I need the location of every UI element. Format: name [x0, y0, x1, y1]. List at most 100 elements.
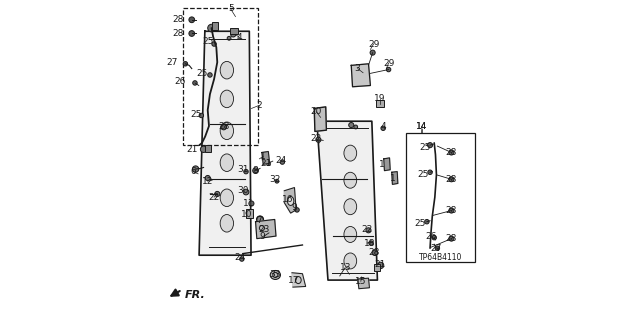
Circle shape	[381, 126, 385, 130]
Ellipse shape	[344, 253, 356, 269]
Text: 5: 5	[228, 4, 234, 13]
Ellipse shape	[220, 189, 234, 207]
Text: 22: 22	[209, 193, 220, 202]
Circle shape	[193, 166, 199, 172]
Text: 3: 3	[355, 64, 360, 73]
Text: 25: 25	[202, 37, 213, 46]
Text: 24: 24	[275, 156, 287, 165]
Circle shape	[227, 36, 231, 40]
Bar	[230, 28, 238, 34]
Text: 15: 15	[355, 277, 367, 286]
Text: 33: 33	[269, 270, 281, 279]
Circle shape	[424, 219, 429, 224]
Polygon shape	[199, 31, 251, 255]
Polygon shape	[284, 188, 296, 213]
Text: 20: 20	[310, 107, 322, 116]
Circle shape	[366, 228, 371, 233]
Text: 2: 2	[257, 101, 262, 110]
Ellipse shape	[220, 154, 234, 172]
Text: 13: 13	[340, 263, 351, 272]
Text: 25: 25	[420, 143, 431, 152]
Ellipse shape	[344, 199, 356, 215]
Text: 25: 25	[417, 170, 428, 179]
Text: 1: 1	[380, 160, 385, 169]
Circle shape	[316, 137, 321, 142]
Circle shape	[221, 124, 227, 130]
Circle shape	[428, 170, 432, 174]
Text: FR.: FR.	[184, 290, 205, 300]
Circle shape	[183, 62, 188, 66]
Circle shape	[449, 208, 454, 213]
Circle shape	[449, 177, 454, 182]
Circle shape	[208, 24, 216, 32]
Circle shape	[208, 73, 212, 77]
Text: 17: 17	[288, 276, 300, 285]
Circle shape	[275, 179, 279, 183]
Circle shape	[189, 31, 195, 36]
Bar	[376, 100, 385, 107]
Bar	[406, 133, 475, 262]
Text: TP64B4110: TP64B4110	[419, 253, 462, 262]
Text: 10: 10	[241, 210, 252, 219]
Text: 21: 21	[260, 159, 271, 168]
Circle shape	[349, 122, 354, 128]
Polygon shape	[314, 107, 326, 131]
Text: 22: 22	[362, 225, 373, 234]
Ellipse shape	[220, 214, 234, 232]
Circle shape	[316, 116, 324, 123]
Bar	[374, 264, 380, 271]
Ellipse shape	[220, 90, 234, 108]
Text: 28: 28	[369, 248, 380, 256]
Circle shape	[246, 210, 252, 216]
Text: 4: 4	[237, 33, 243, 42]
Text: 21: 21	[374, 260, 386, 269]
Text: 29: 29	[368, 40, 380, 48]
Text: 21: 21	[186, 145, 198, 154]
Polygon shape	[358, 278, 369, 289]
Polygon shape	[317, 121, 378, 280]
Circle shape	[428, 143, 433, 148]
Polygon shape	[262, 152, 269, 164]
Text: 8: 8	[253, 166, 259, 175]
Circle shape	[244, 169, 248, 174]
Text: 11: 11	[243, 199, 255, 208]
Text: 32: 32	[269, 175, 280, 184]
Ellipse shape	[287, 197, 294, 205]
Text: 23: 23	[259, 225, 270, 234]
Ellipse shape	[220, 62, 234, 79]
Text: 26: 26	[174, 77, 186, 86]
Text: 26: 26	[426, 232, 436, 241]
Circle shape	[354, 125, 358, 129]
Text: 6: 6	[190, 167, 196, 176]
Text: 14: 14	[417, 122, 428, 130]
Text: 28: 28	[219, 122, 230, 130]
Circle shape	[215, 191, 220, 197]
Text: 14: 14	[417, 122, 428, 130]
Text: 4: 4	[381, 122, 387, 131]
Circle shape	[205, 175, 211, 181]
Text: 28: 28	[445, 234, 457, 243]
Text: 24: 24	[234, 253, 245, 262]
Circle shape	[280, 160, 285, 164]
Circle shape	[249, 201, 254, 206]
Circle shape	[193, 81, 197, 85]
Polygon shape	[292, 273, 306, 287]
Circle shape	[230, 32, 236, 37]
Polygon shape	[255, 219, 276, 239]
Polygon shape	[351, 64, 371, 87]
Ellipse shape	[270, 271, 280, 279]
Circle shape	[253, 168, 259, 174]
Text: 25: 25	[415, 219, 426, 228]
Polygon shape	[384, 158, 390, 171]
Circle shape	[449, 150, 454, 155]
Circle shape	[387, 67, 391, 72]
Circle shape	[266, 161, 271, 166]
Circle shape	[435, 246, 440, 250]
Text: 9: 9	[292, 203, 298, 212]
Text: 27: 27	[431, 244, 442, 253]
Text: 16: 16	[282, 195, 293, 204]
Bar	[212, 22, 218, 30]
Text: 31: 31	[237, 165, 248, 174]
Ellipse shape	[344, 145, 356, 161]
Text: 19: 19	[374, 94, 386, 103]
